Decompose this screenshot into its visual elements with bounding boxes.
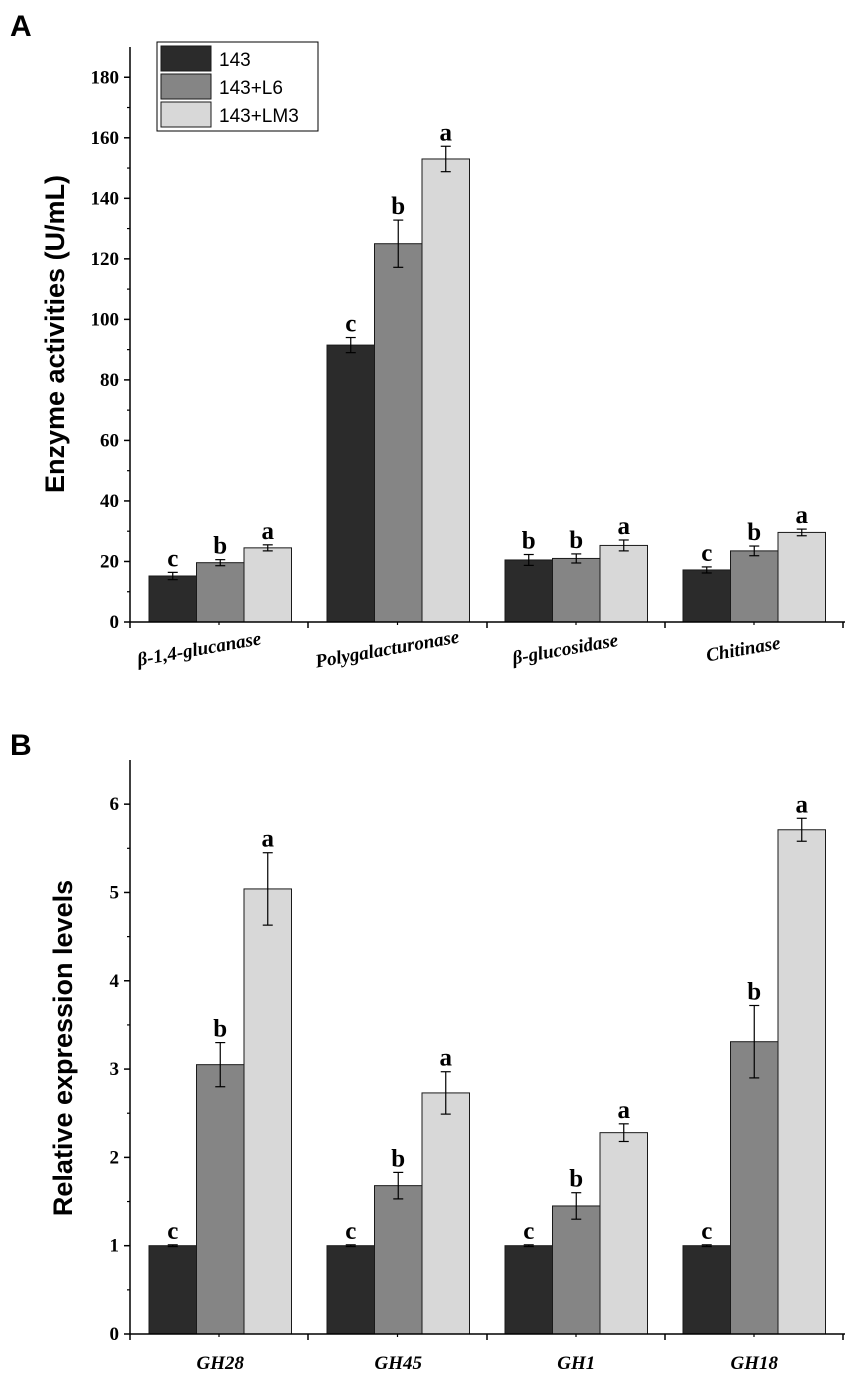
y-tick-label: 6 [110, 794, 120, 815]
y-tick-label: 1 [110, 1236, 120, 1257]
bar-143-0 [148, 575, 197, 623]
y-tick-label: 160 [91, 128, 120, 149]
bar-143-3 [682, 569, 731, 623]
legend-label-143-l6: 143+L6 [219, 78, 283, 99]
bar-143-lm3-0 [243, 888, 292, 1335]
significance-letter: c [167, 1218, 178, 1245]
legend-label-143-lm3: 143+LM3 [219, 106, 299, 127]
y-tick-label: 0 [110, 1324, 120, 1345]
legend-label-143: 143 [219, 50, 251, 71]
significance-letter: b [391, 193, 405, 220]
panel-a-bar-chart: A Enzyme activities (U/mL) c c b c b b b b a a a a 0… [10, 10, 845, 673]
significance-letter: c [345, 1218, 356, 1245]
bar-143-0 [148, 1245, 197, 1335]
bar-143-l6-3 [730, 550, 779, 623]
y-tick-label: 3 [110, 1059, 120, 1080]
significance-letter: c [701, 540, 712, 567]
bar-143-1 [326, 344, 375, 623]
y-tick-label: 2 [110, 1147, 120, 1168]
y-tick-label: 140 [91, 188, 120, 209]
x-category-label: β-1,4-glucanase [135, 628, 264, 671]
bar-143-l6-1 [374, 1185, 423, 1335]
x-category-label: GH18 [731, 1353, 779, 1374]
x-category-label: β-glucosidase [510, 630, 620, 670]
legend-swatch-143-l6 [160, 73, 212, 100]
bar-143-lm3-2 [599, 544, 648, 623]
x-category-label: GH1 [557, 1353, 595, 1374]
bar-143-l6-0 [196, 562, 245, 623]
y-tick-label: 180 [91, 67, 120, 88]
significance-letter: c [701, 1218, 712, 1245]
x-category-label: Polygalacturonase [313, 626, 462, 672]
bar-143-l6-2 [552, 1205, 601, 1335]
significance-letter: b [569, 1166, 583, 1193]
x-category-label: GH45 [375, 1353, 423, 1374]
y-tick-label: 80 [100, 370, 119, 391]
x-category-label: Chitinase [705, 633, 783, 667]
legend-swatch-143-lm3 [160, 101, 212, 128]
significance-letter: a [262, 518, 275, 545]
significance-letter: b [522, 528, 536, 555]
bar-143-lm3-3 [777, 829, 826, 1335]
y-tick-label: 40 [100, 491, 119, 512]
significance-letter: a [440, 119, 453, 146]
bar-143-lm3-1 [421, 158, 470, 623]
y-tick-label: 4 [110, 971, 120, 992]
significance-letter: b [391, 1145, 405, 1172]
panel-a-y-axis-label: Enzyme activities (U/mL) [40, 175, 70, 493]
panel-b-y-axis-label: Relative expression levels [48, 880, 78, 1216]
significance-letter: a [618, 1097, 631, 1124]
y-tick-label: 60 [100, 430, 119, 451]
panel-a-letter: A [10, 10, 32, 43]
bar-143-3 [682, 1245, 731, 1335]
bar-143-l6-0 [196, 1064, 245, 1335]
bar-143-l6-1 [374, 243, 423, 623]
panel-b-plot-area: c c c c b b b b a a a a 0 1 2 3 4 5 6 GH28 GH45 GH1 GH18 [110, 760, 845, 1374]
significance-letter: b [747, 978, 761, 1005]
significance-letter: a [618, 513, 631, 540]
y-tick-label: 120 [91, 249, 120, 270]
y-tick-label: 100 [91, 309, 120, 330]
bar-143-2 [504, 559, 553, 623]
significance-letter: a [262, 826, 275, 853]
significance-letter: c [345, 311, 356, 338]
bar-143-lm3-3 [777, 531, 826, 623]
significance-letter: a [440, 1045, 453, 1072]
y-tick-label: 5 [110, 882, 120, 903]
bar-143-l6-2 [552, 557, 601, 623]
bar-143-lm3-2 [599, 1132, 648, 1335]
panel-b-letter: B [10, 729, 32, 762]
significance-letter: a [796, 791, 809, 818]
panel-a-legend: 143 143+L6 143+LM3 [156, 41, 319, 132]
y-tick-label: 0 [110, 612, 120, 633]
significance-letter: c [167, 545, 178, 572]
significance-letter: a [796, 502, 809, 529]
y-tick-label: 20 [100, 551, 119, 572]
bar-143-lm3-1 [421, 1092, 470, 1335]
bar-143-2 [504, 1245, 553, 1335]
significance-letter: c [523, 1218, 534, 1245]
significance-letter: b [213, 1016, 227, 1043]
significance-letter: b [213, 533, 227, 560]
panel-b-bar-chart: B Relative expression levels c c c c b b b b a a a… [10, 729, 845, 1374]
bar-143-1 [326, 1245, 375, 1335]
x-category-label: GH28 [197, 1353, 245, 1374]
bar-143-l6-3 [730, 1041, 779, 1335]
bar-143-lm3-0 [243, 547, 292, 623]
legend-swatch-143 [160, 45, 212, 72]
significance-letter: b [747, 519, 761, 546]
panel-a-plot-area: c c b c b b b b a a a a 0 20 40 60 80 100 120 140 160 180 β-1,… [91, 47, 845, 673]
significance-letter: b [569, 527, 583, 554]
